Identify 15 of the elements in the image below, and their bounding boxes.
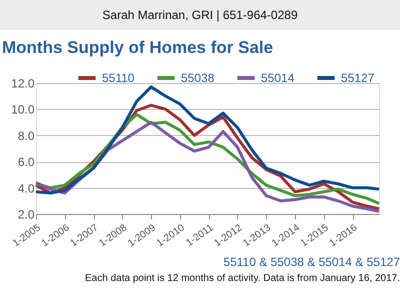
y-tick-label: 4.0 [18, 181, 35, 196]
y-tick-label: 8.0 [18, 128, 35, 143]
y-tick-label: 10.0 [11, 102, 35, 117]
chart-title: Months Supply of Homes for Sale [2, 38, 274, 57]
line-series [34, 85, 380, 195]
legend-label: 55110 [102, 71, 135, 85]
legend-label: 55014 [261, 71, 295, 85]
y-tick-label: 12.0 [11, 76, 35, 90]
legend-label: 55127 [341, 71, 375, 85]
y-tick-label: 2.0 [18, 208, 35, 222]
y-tick-label: 6.0 [18, 155, 35, 170]
text: Each data point is 12 months of activity. Data is from January 16, 2017. [85, 273, 400, 284]
text: Sarah Marrinan, GRI | 651-964-0289 [102, 8, 298, 22]
text: 55110 & 55038 & 55014 & 55127 [223, 255, 400, 269]
legend-label: 55038 [181, 71, 215, 85]
